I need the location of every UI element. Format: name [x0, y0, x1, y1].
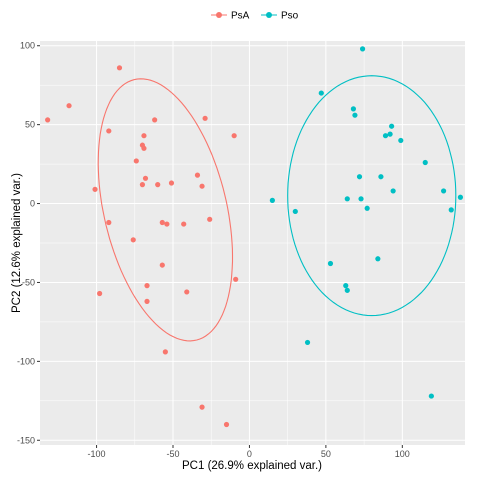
point-pso — [318, 90, 324, 96]
x-tick-label: -50 — [166, 449, 179, 459]
y-tick-label: 0 — [30, 199, 35, 209]
point-pso — [375, 256, 381, 262]
point-psa — [207, 216, 213, 222]
point-psa — [159, 262, 165, 268]
point-pso — [350, 106, 356, 112]
y-tick-label: -100 — [17, 356, 35, 366]
y-tick-label: 50 — [25, 120, 35, 130]
confidence-ellipses — [97, 75, 457, 342]
point-psa — [223, 421, 230, 428]
point-psa — [162, 349, 168, 355]
point-pso — [364, 205, 370, 211]
point-pso — [269, 197, 275, 203]
point-pso — [448, 207, 454, 213]
x-tick-label: 0 — [247, 449, 252, 459]
x-axis-title: PC1 (26.9% explained var.) — [182, 460, 322, 472]
y-tick-label: -50 — [22, 277, 35, 287]
ellipse-pso — [287, 75, 457, 317]
point-pso — [359, 46, 366, 52]
point-pso — [344, 196, 350, 202]
point-psa — [184, 289, 190, 295]
point-psa — [152, 117, 158, 123]
point-pso — [343, 283, 349, 289]
legend-key-point-psa — [216, 12, 222, 18]
point-psa — [66, 103, 72, 109]
point-psa — [92, 186, 98, 192]
point-pso — [390, 188, 396, 194]
point-psa — [141, 145, 147, 151]
point-pso — [387, 131, 393, 137]
point-pso — [389, 123, 395, 129]
x-tick-label: -100 — [88, 449, 106, 459]
legend-label-pso: Pso — [281, 11, 299, 22]
point-psa — [199, 183, 205, 189]
legend-label-psa: PsA — [231, 11, 250, 22]
point-psa — [231, 133, 237, 139]
point-pso — [344, 287, 350, 293]
point-psa — [233, 276, 239, 282]
point-psa — [139, 182, 146, 188]
point-pso — [440, 188, 447, 194]
point-psa — [141, 133, 147, 139]
ellipse-psa — [97, 78, 234, 342]
y-tick-label: -150 — [17, 435, 35, 445]
point-psa — [130, 237, 136, 243]
legend: PsA Pso — [211, 11, 299, 22]
point-psa — [116, 65, 123, 71]
point-psa — [164, 221, 170, 227]
point-pso — [378, 174, 384, 180]
point-psa — [133, 158, 139, 164]
point-pso — [382, 133, 389, 139]
y-tick-label: 100 — [20, 41, 35, 51]
y-axis-ticks: 100 50 0 -50 -100 -150 — [17, 41, 40, 445]
point-psa — [144, 283, 150, 289]
point-psa — [144, 298, 150, 304]
x-axis-ticks: -100 -50 0 50 100 — [88, 445, 410, 459]
point-pso — [352, 112, 358, 118]
legend-key-point-pso — [266, 12, 272, 18]
point-pso — [358, 196, 364, 202]
point-psa — [142, 175, 149, 181]
point-pso — [292, 208, 298, 215]
point-psa — [168, 180, 175, 186]
y-axis-title: PC2 (12.6% explained var.) — [11, 173, 23, 313]
point-psa — [181, 221, 187, 227]
point-pso — [327, 260, 334, 267]
x-tick-label: 100 — [395, 449, 410, 459]
point-psa — [106, 219, 112, 226]
point-psa — [194, 172, 201, 178]
point-pso — [304, 339, 311, 346]
point-pso — [398, 137, 404, 144]
point-psa — [202, 115, 208, 121]
point-pso — [356, 174, 363, 180]
point-psa — [97, 290, 103, 297]
point-pso — [422, 159, 428, 166]
point-psa — [45, 117, 51, 123]
point-psa — [106, 128, 112, 134]
data-points — [45, 46, 464, 428]
point-pso — [457, 194, 464, 200]
point-psa — [199, 404, 205, 410]
point-psa — [159, 219, 165, 226]
point-pso — [428, 393, 434, 399]
x-tick-label: 50 — [321, 449, 331, 459]
point-psa — [155, 182, 161, 188]
